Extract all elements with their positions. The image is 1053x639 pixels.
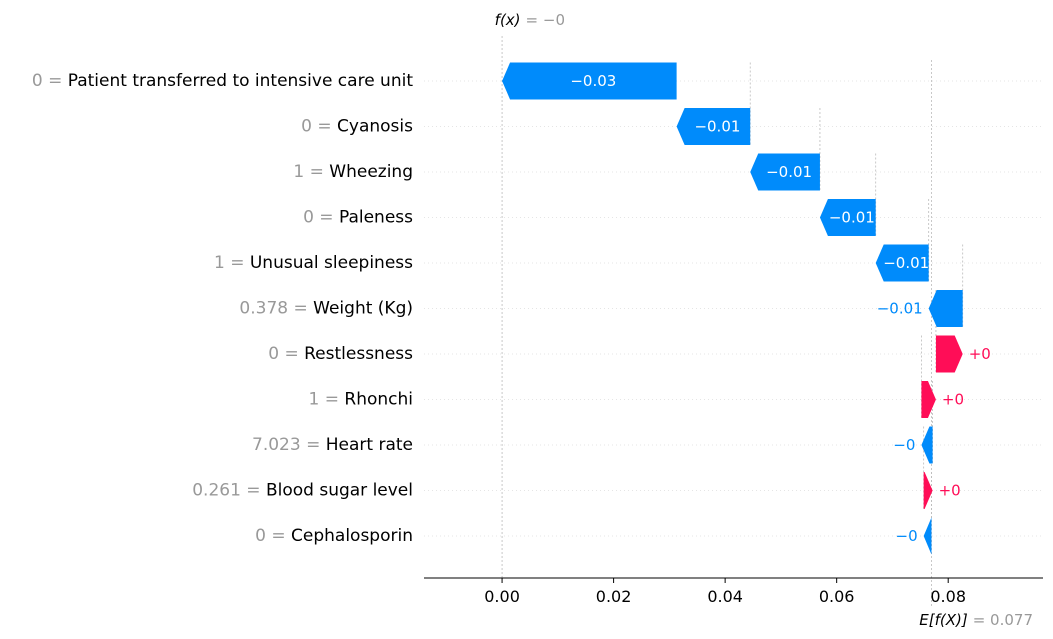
feature-label: 0 = Patient transferred to intensive car… bbox=[32, 71, 413, 91]
feature-name: Cyanosis bbox=[337, 117, 413, 137]
bar-negative bbox=[750, 153, 820, 191]
x-tick-label: 0.06 bbox=[819, 587, 855, 606]
x-tick-label: 0.08 bbox=[930, 587, 966, 606]
bar-negative bbox=[676, 108, 751, 145]
bar-value-label: −0.01 bbox=[829, 209, 875, 227]
feature-name: Weight (Kg) bbox=[313, 299, 413, 319]
feature-value: 0 = bbox=[301, 117, 337, 137]
bars: −0.03 −0.01 −0.01 −0.01 −0.01 −0.01 +0 +0 −0 +0 −0 bbox=[502, 62, 991, 555]
feature-label: 1 = Unusual sleepiness bbox=[214, 253, 413, 273]
expected-value-name: E[f(X)] bbox=[919, 611, 968, 629]
feature-label: 0.261 = Blood sugar level bbox=[192, 481, 413, 501]
feature-name: Wheezing bbox=[329, 162, 413, 182]
bar-negative bbox=[875, 244, 929, 282]
x-tick-label: 0.04 bbox=[707, 587, 743, 606]
feature-value: 0.378 = bbox=[239, 299, 313, 319]
expected-value-label: E[f(X)] = 0.077 bbox=[919, 611, 1033, 629]
feature-value: 1 = bbox=[309, 390, 345, 410]
bar-negative bbox=[502, 62, 677, 100]
feature-label: 0 = Paleness bbox=[303, 208, 413, 228]
bar-positive bbox=[935, 335, 963, 373]
feature-name: Rhonchi bbox=[344, 390, 413, 410]
bar-value-label: +0 bbox=[969, 345, 991, 363]
feature-label: 0 = Cyanosis bbox=[301, 117, 413, 137]
bar-negative bbox=[819, 199, 876, 236]
bar-value-label: −0.03 bbox=[570, 72, 616, 90]
feature-name: Patient transferred to intensive care un… bbox=[68, 71, 414, 91]
bar-positive bbox=[921, 381, 936, 418]
feature-label: 1 = Wheezing bbox=[293, 162, 413, 182]
feature-label: 0 = Cephalosporin bbox=[255, 526, 413, 546]
fx-value: = −0 bbox=[526, 11, 565, 29]
feature-value: 7.023 = bbox=[252, 435, 326, 455]
feature-name: Cephalosporin bbox=[291, 526, 413, 546]
x-tick-label: 0.02 bbox=[596, 587, 632, 606]
feature-value: 1 = bbox=[293, 162, 329, 182]
bar-value-label: −0.01 bbox=[883, 254, 929, 272]
bar-value-label: −0.01 bbox=[877, 300, 923, 318]
feature-label: 1 = Rhonchi bbox=[309, 390, 413, 410]
feature-labels: 0 = Patient transferred to intensive car… bbox=[32, 71, 413, 546]
x-axis: 0.00 0.02 0.04 0.06 0.08 bbox=[424, 577, 1043, 606]
bar-value-label: +0 bbox=[942, 391, 964, 409]
feature-value: 0.261 = bbox=[192, 481, 266, 501]
bar-positive bbox=[923, 472, 933, 509]
feature-label: 0.378 = Weight (Kg) bbox=[239, 299, 413, 319]
fx-label: f(x) = −0 bbox=[495, 11, 565, 29]
bar-value-label: −0 bbox=[893, 436, 915, 454]
feature-value: 0 = bbox=[255, 526, 291, 546]
feature-value: 0 = bbox=[303, 208, 339, 228]
feature-label: 7.023 = Heart rate bbox=[252, 435, 413, 455]
feature-name: Unusual sleepiness bbox=[250, 253, 413, 273]
bar-negative bbox=[921, 426, 933, 464]
bar-value-label: −0.01 bbox=[694, 118, 740, 136]
feature-value: 1 = bbox=[214, 253, 250, 273]
fx-name: f(x) bbox=[495, 11, 521, 29]
feature-name: Paleness bbox=[339, 208, 413, 228]
bar-value-label: −0.01 bbox=[766, 163, 812, 181]
bar-value-label: +0 bbox=[939, 482, 961, 500]
x-tick-label: 0.00 bbox=[484, 587, 520, 606]
feature-value: 0 = bbox=[32, 71, 68, 91]
bar-value-label: −0 bbox=[896, 527, 918, 545]
feature-name: Blood sugar level bbox=[266, 481, 413, 501]
feature-name: Heart rate bbox=[326, 435, 413, 455]
bar-negative bbox=[928, 290, 963, 327]
bar-negative bbox=[923, 517, 932, 555]
expected-value-value: = 0.077 bbox=[973, 611, 1033, 629]
feature-label: 0 = Restlessness bbox=[268, 344, 413, 364]
feature-name: Restlessness bbox=[304, 344, 413, 364]
feature-value: 0 = bbox=[268, 344, 304, 364]
